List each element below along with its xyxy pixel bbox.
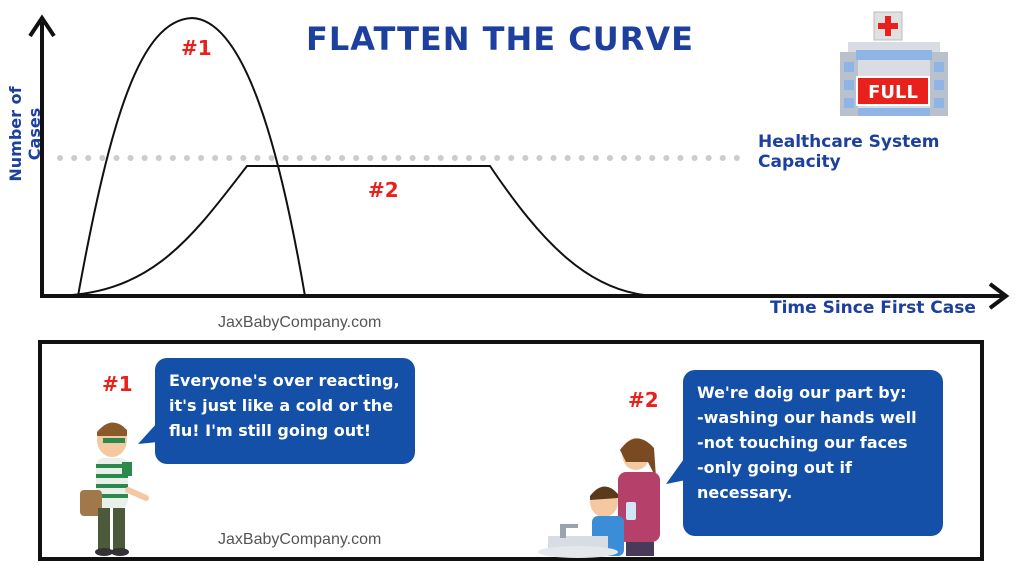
bubble-2-line: -only going out if xyxy=(697,458,852,477)
curve-2-label: #2 xyxy=(368,178,399,202)
panel-illustrations xyxy=(80,422,686,558)
bubble-2-line: We're doig our part by: xyxy=(697,383,907,402)
full-sign: FULL xyxy=(856,76,930,106)
bubble-1-line: it's just like a cold or the xyxy=(169,396,394,415)
page-title: FLATTEN THE CURVE xyxy=(305,20,695,58)
curve-1-label: #1 xyxy=(181,36,212,60)
speech-bubble-1: Everyone's over reacting, it's just like… xyxy=(155,358,415,464)
bubble-1-line: flu! I'm still going out! xyxy=(169,421,372,440)
bubble-2-line: necessary. xyxy=(697,483,793,502)
curve-2-line xyxy=(49,165,661,297)
family-handwashing-illustration xyxy=(538,438,660,558)
man-with-phone-illustration xyxy=(80,422,149,556)
y-axis-label: Number of Cases xyxy=(6,86,44,182)
y-axis-arrow xyxy=(28,14,56,38)
person-1-label: #1 xyxy=(102,372,133,396)
watermark-bottom: JaxBabyCompany.com xyxy=(218,531,382,548)
person-2-label: #2 xyxy=(628,388,659,412)
bubble-1-line: Everyone's over reacting, xyxy=(169,371,400,390)
x-axis-label: Time Since First Case xyxy=(770,298,976,318)
speech-bubble-2: We're doig our part by: -washing our han… xyxy=(683,370,943,536)
watermark-top: JaxBabyCompany.com xyxy=(218,314,382,331)
bubble-2-tail xyxy=(666,456,686,484)
bubble-2-line: -not touching our faces xyxy=(697,433,908,452)
bubble-2-line: -washing our hands well xyxy=(697,408,917,427)
x-axis-arrow xyxy=(988,282,1010,310)
bubble-1-tail xyxy=(138,422,158,444)
capacity-label: Healthcare System Capacity xyxy=(758,132,940,172)
